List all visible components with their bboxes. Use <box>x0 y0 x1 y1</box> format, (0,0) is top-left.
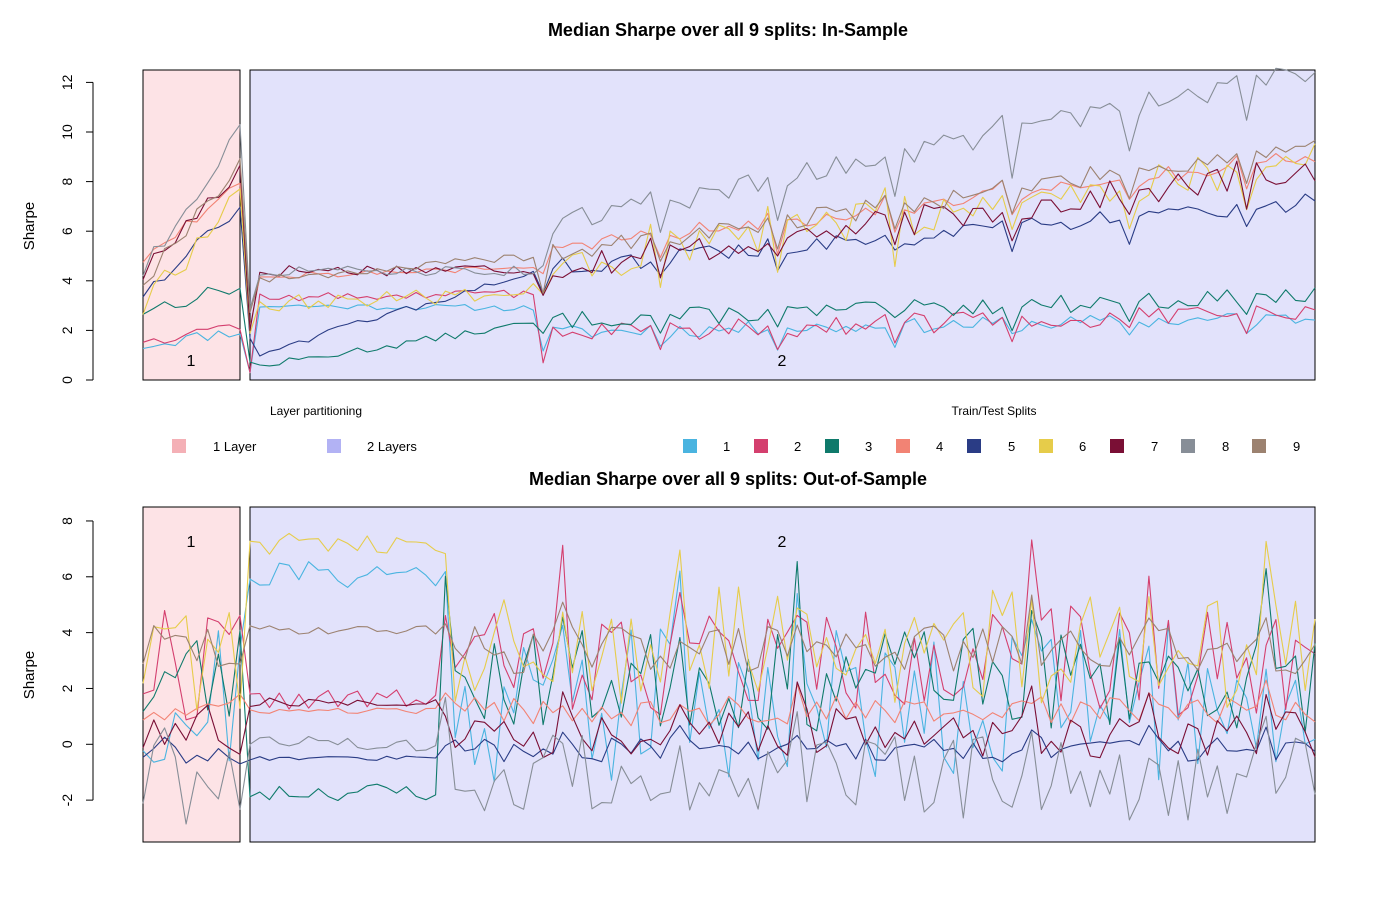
legend-item-series-5: 5 <box>967 439 1015 454</box>
legend-label-series-3: 3 <box>865 439 872 454</box>
in-sample-series-8-line <box>142 67 1316 310</box>
out-of-sample-region-1-label: 1 <box>187 534 196 551</box>
legend-swatch-2-layers <box>327 439 341 453</box>
legend-item-series-1: 1 <box>683 439 730 454</box>
out-of-sample-panel: Median Sharpe over all 9 splits: Out-of-… <box>21 469 1316 843</box>
legend-swatch-series-3 <box>825 439 839 453</box>
in-sample-region-2-label: 2 <box>778 353 787 370</box>
in-sample-y-tick-label: 10 <box>59 124 75 140</box>
out-of-sample-y-label: Sharpe <box>21 651 38 699</box>
legend-label-series-2: 2 <box>794 439 801 454</box>
in-sample-series-7-line <box>142 160 1316 331</box>
legend-label-series-9: 9 <box>1293 439 1300 454</box>
in-sample-series <box>142 67 1316 374</box>
legend-swatch-series-2 <box>754 439 768 453</box>
out-of-sample-y-tick-label: 0 <box>59 740 75 748</box>
in-sample-series-5-line <box>142 193 1316 357</box>
legend-label-series-1: 1 <box>723 439 730 454</box>
in-sample-series-4-line <box>142 153 1316 328</box>
in-sample-region-1 <box>142 69 241 381</box>
out-of-sample-region-1 <box>142 506 241 843</box>
out-of-sample-series-6-line <box>142 532 1316 711</box>
in-sample-series-6-line <box>142 143 1316 334</box>
legend-label-1-layer: 1 Layer <box>213 439 257 454</box>
legend-label-series-6: 6 <box>1079 439 1086 454</box>
in-sample-y-tick-label: 2 <box>59 326 75 334</box>
out-of-sample-y-axis: -2 0 2 4 6 8 <box>59 517 94 807</box>
in-sample-title: Median Sharpe over all 9 splits: In-Samp… <box>548 20 908 40</box>
legend-label-series-4: 4 <box>936 439 943 454</box>
in-sample-panel: Median Sharpe over all 9 splits: In-Samp… <box>21 20 1316 418</box>
legend-item-series-3: 3 <box>825 439 872 454</box>
legend: 1 Layer 2 Layers 1 2 3 4 5 6 7 8 9 <box>172 439 1300 454</box>
in-sample-series-2-line <box>142 289 1316 374</box>
out-of-sample-y-tick-label: 4 <box>59 629 75 637</box>
legend-item-series-7: 7 <box>1110 439 1158 454</box>
legend-label-series-7: 7 <box>1151 439 1158 454</box>
in-sample-region-2 <box>249 69 1316 381</box>
layer-partitioning-label: Layer partitioning <box>270 404 362 418</box>
legend-swatch-series-9 <box>1252 439 1266 453</box>
in-sample-y-tick-label: 4 <box>59 277 75 285</box>
in-sample-series-1-line <box>142 304 1316 374</box>
in-sample-y-axis: 0 2 4 6 8 10 12 <box>59 74 94 384</box>
legend-label-2-layers: 2 Layers <box>367 439 417 454</box>
in-sample-y-tick-label: 12 <box>59 74 75 90</box>
legend-swatch-series-5 <box>967 439 981 453</box>
out-of-sample-series-9-line <box>142 594 1316 675</box>
legend-label-series-8: 8 <box>1222 439 1229 454</box>
out-of-sample-region-2-label: 2 <box>778 534 787 551</box>
legend-item-series-2: 2 <box>754 439 801 454</box>
out-of-sample-series-5-line <box>142 724 1316 765</box>
legend-item-2-layers: 2 Layers <box>327 439 417 454</box>
out-of-sample-y-tick-label: 8 <box>59 517 75 525</box>
out-of-sample-y-tick-label: -2 <box>59 794 75 807</box>
legend-swatch-series-6 <box>1039 439 1053 453</box>
legend-swatch-series-8 <box>1181 439 1195 453</box>
out-of-sample-series <box>142 532 1316 825</box>
out-of-sample-y-tick-label: 6 <box>59 573 75 581</box>
in-sample-y-tick-label: 0 <box>59 376 75 384</box>
train-test-splits-label: Train/Test Splits <box>952 404 1037 418</box>
legend-swatch-series-4 <box>896 439 910 453</box>
out-of-sample-series-4-line <box>142 679 1316 727</box>
legend-item-series-8: 8 <box>1181 439 1229 454</box>
legend-label-series-5: 5 <box>1008 439 1015 454</box>
out-of-sample-series-3-line <box>142 561 1316 802</box>
out-of-sample-y-tick-label: 2 <box>59 684 75 692</box>
legend-item-1-layer: 1 Layer <box>172 439 257 454</box>
legend-item-series-9: 9 <box>1252 439 1300 454</box>
in-sample-y-tick-label: 8 <box>59 177 75 185</box>
in-sample-region-1-label: 1 <box>187 353 196 370</box>
in-sample-series-3-line <box>142 286 1316 367</box>
out-of-sample-title: Median Sharpe over all 9 splits: Out-of-… <box>529 469 927 489</box>
out-of-sample-series-7-line <box>142 681 1316 759</box>
legend-swatch-1-layer <box>172 439 186 453</box>
legend-item-series-4: 4 <box>896 439 943 454</box>
legend-swatch-series-7 <box>1110 439 1124 453</box>
in-sample-series-9-line <box>142 140 1316 314</box>
in-sample-y-tick-label: 6 <box>59 227 75 235</box>
in-sample-y-label: Sharpe <box>21 202 38 250</box>
legend-swatch-series-1 <box>683 439 697 453</box>
out-of-sample-series-8-line <box>142 697 1316 825</box>
legend-item-series-6: 6 <box>1039 439 1086 454</box>
